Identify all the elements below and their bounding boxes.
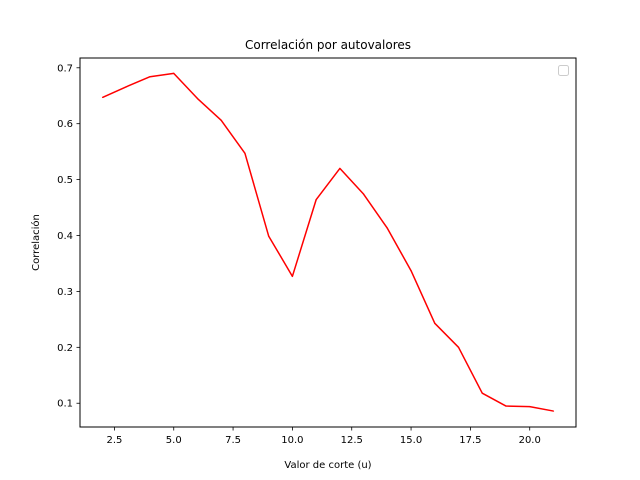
x-axis-label: Valor de corte (u): [284, 460, 371, 471]
plot-area: [101, 72, 555, 412]
y-tick-label: 0.7: [57, 63, 73, 74]
data-point: [505, 405, 507, 407]
data-point: [552, 410, 555, 412]
data-point: [196, 97, 199, 100]
data-point: [529, 405, 531, 408]
data-point: [481, 392, 483, 394]
data-point: [386, 227, 388, 229]
data-point: [410, 270, 412, 272]
data-point: [125, 86, 127, 88]
chart-title: Correlación por autovalores: [245, 38, 411, 52]
data-point: [101, 96, 104, 99]
y-tick-label: 0.4: [57, 231, 73, 242]
data-point: [220, 119, 222, 121]
data-point: [457, 346, 460, 348]
y-tick-label: 0.2: [57, 343, 73, 354]
data-point: [362, 193, 365, 195]
x-tick-label: 10.0: [281, 435, 303, 446]
data-point: [268, 235, 270, 237]
data-point: [339, 167, 341, 170]
x-tick-label: 5.0: [166, 435, 182, 446]
x-tick-label: 15.0: [400, 435, 422, 446]
data-point: [434, 322, 436, 324]
y-axis: 0.1 0.2 0.3 0.4 0.5 0.6 0.7: [57, 63, 80, 410]
x-tick-label: 20.0: [519, 435, 541, 446]
data-point: [173, 72, 175, 74]
legend-box: [558, 65, 569, 76]
x-axis: 2.5 5.0 7.5 10.0 12.5 15.0 17.5 20.0: [106, 427, 541, 446]
data-point: [244, 152, 246, 154]
x-tick-label: 17.5: [459, 435, 481, 446]
plot-frame: [79, 57, 577, 428]
x-tick-label: 7.5: [225, 435, 241, 446]
y-tick-label: 0.1: [57, 399, 73, 410]
data-point: [291, 275, 294, 277]
data-point: [149, 76, 151, 78]
y-axis-label: Correlación: [30, 214, 42, 271]
x-tick-label: 2.5: [106, 435, 122, 446]
y-tick-label: 0.6: [57, 119, 73, 130]
series-line-0: [102, 72, 554, 412]
y-tick-label: 0.3: [57, 287, 73, 298]
x-tick-label: 12.5: [341, 435, 363, 446]
data-point: [315, 199, 317, 201]
y-tick-label: 0.5: [57, 175, 73, 186]
